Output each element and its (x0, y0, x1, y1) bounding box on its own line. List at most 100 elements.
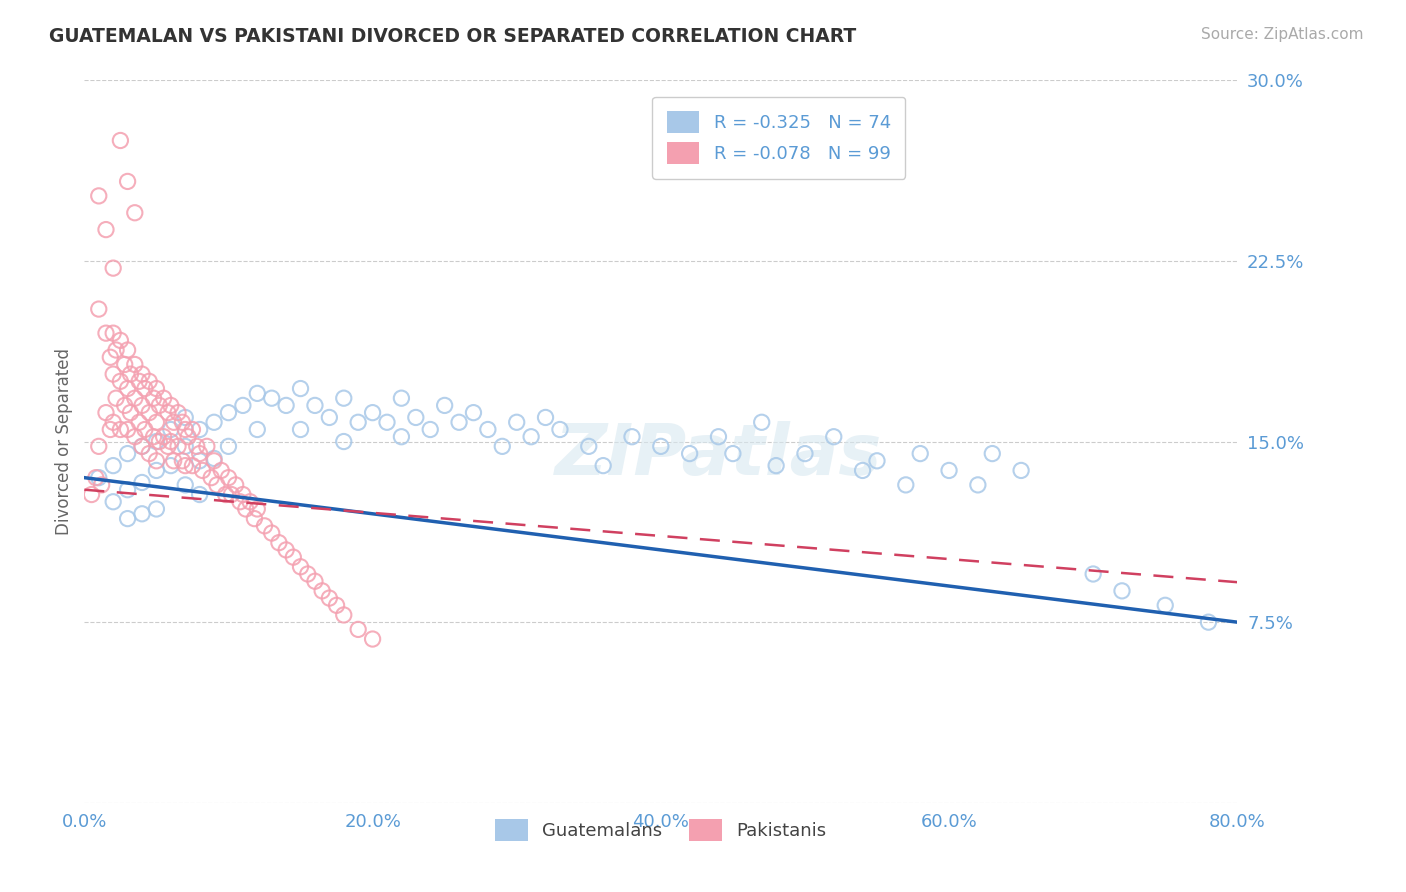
Point (163, 454, 186, 468)
Point (852, 463, 875, 477)
Point (145, 415, 167, 429)
Point (152, 430, 174, 444)
Point (160, 434, 183, 449)
Point (297, 567, 319, 582)
Point (94, 326, 117, 340)
Point (191, 463, 214, 477)
Point (361, 632, 384, 646)
Point (172, 415, 194, 429)
Legend: Guatemalans, Pakistanis: Guatemalans, Pakistanis (488, 812, 834, 848)
Point (117, 446, 139, 460)
Point (181, 422, 204, 436)
Point (163, 415, 186, 429)
Point (110, 334, 132, 348)
Point (156, 406, 179, 420)
Point (84, 470, 107, 484)
Point (124, 205, 146, 219)
Point (138, 406, 160, 420)
Point (172, 454, 194, 468)
Point (114, 358, 136, 372)
Point (520, 430, 543, 444)
Point (87, 470, 110, 484)
Point (333, 434, 356, 449)
Point (621, 430, 644, 444)
Point (160, 398, 183, 412)
Point (221, 487, 243, 501)
Point (94, 406, 117, 420)
Point (105, 343, 128, 357)
Point (1198, 615, 1220, 630)
Point (260, 526, 283, 541)
Point (131, 367, 153, 381)
Point (145, 434, 167, 449)
Point (167, 406, 190, 420)
Y-axis label: Divorced or Separated: Divorced or Separated (55, 348, 73, 535)
Text: ZIPatlas: ZIPatlas (555, 422, 882, 491)
Point (145, 463, 167, 477)
Point (110, 374, 132, 388)
Point (333, 391, 356, 405)
Point (1154, 599, 1177, 613)
Point (80, 487, 103, 501)
Point (239, 494, 262, 508)
Point (232, 487, 254, 501)
Point (103, 494, 124, 508)
Point (679, 446, 702, 460)
Point (449, 415, 471, 429)
Point (138, 446, 160, 460)
Point (90, 478, 112, 492)
Point (506, 415, 529, 429)
Point (87, 439, 110, 453)
Point (181, 458, 204, 473)
Point (225, 478, 247, 492)
Point (794, 446, 817, 460)
Point (117, 343, 139, 357)
Text: GUATEMALAN VS PAKISTANI DIVORCED OR SEPARATED CORRELATION CHART: GUATEMALAN VS PAKISTANI DIVORCED OR SEPA… (49, 27, 856, 45)
Point (463, 406, 485, 420)
Point (103, 415, 124, 429)
Point (650, 439, 672, 453)
Point (148, 434, 170, 449)
Point (124, 358, 146, 372)
Point (232, 398, 254, 412)
Point (110, 133, 132, 147)
Point (188, 454, 211, 468)
Point (246, 422, 269, 436)
Point (910, 446, 932, 460)
Point (218, 439, 240, 453)
Point (114, 398, 136, 412)
Point (866, 454, 889, 468)
Point (721, 446, 744, 460)
Point (823, 430, 845, 444)
Point (578, 439, 600, 453)
Point (128, 415, 150, 429)
Point (325, 599, 347, 613)
Point (967, 478, 990, 492)
Point (491, 439, 513, 453)
Point (160, 422, 183, 436)
Point (209, 463, 232, 477)
Point (202, 451, 225, 466)
Point (105, 391, 128, 405)
Point (87, 301, 110, 317)
Point (243, 511, 266, 525)
Point (117, 511, 139, 525)
Text: Source: ZipAtlas.com: Source: ZipAtlas.com (1201, 27, 1364, 42)
Point (751, 415, 773, 429)
Point (534, 410, 557, 425)
Point (765, 458, 787, 473)
Point (98, 422, 121, 436)
Point (103, 458, 124, 473)
Point (110, 422, 132, 436)
Point (188, 422, 211, 436)
Point (290, 422, 312, 436)
Point (117, 422, 139, 436)
Point (433, 398, 456, 412)
Point (131, 398, 153, 412)
Point (200, 470, 222, 484)
Point (160, 458, 183, 473)
Point (361, 406, 384, 420)
Point (205, 478, 228, 492)
Point (405, 410, 427, 425)
Point (214, 487, 236, 501)
